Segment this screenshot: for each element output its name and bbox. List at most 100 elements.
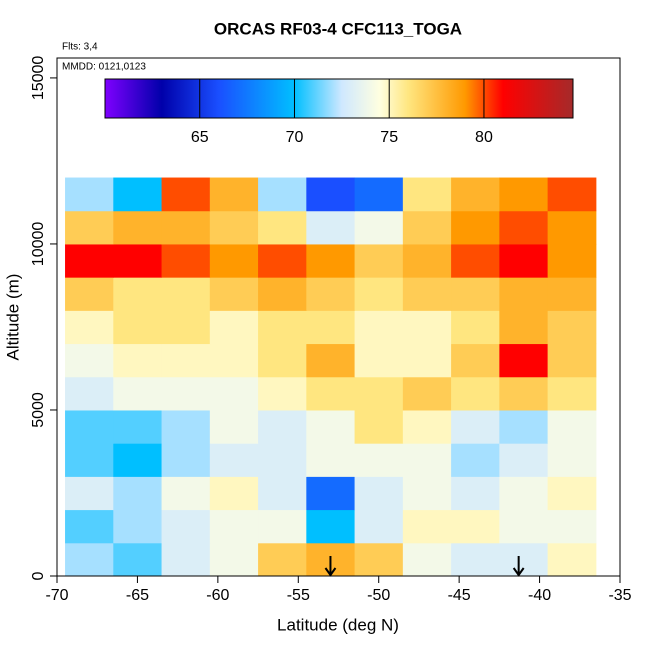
heatmap-cell	[402, 542, 452, 577]
heatmap-cell	[258, 476, 307, 511]
heatmap-cell	[258, 343, 307, 378]
heatmap-cell	[306, 343, 356, 378]
heatmap-cell	[65, 542, 114, 577]
heatmap-cell	[547, 376, 597, 411]
heatmap-cell	[209, 409, 259, 444]
heatmap-cell	[451, 277, 500, 311]
colorbar-tick-label: 75	[380, 129, 398, 146]
heatmap-cell	[354, 376, 404, 411]
heatmap-cell	[354, 243, 404, 278]
heatmap-cell	[306, 277, 356, 311]
heatmap-cell	[65, 376, 114, 411]
heatmap-cell	[306, 243, 356, 278]
x-tick-label: -70	[45, 587, 68, 604]
x-tick-label: -40	[528, 587, 551, 604]
y-axis-label: Altitude (m)	[3, 274, 22, 361]
heatmap-cell	[161, 210, 211, 245]
heatmap-cell	[209, 210, 259, 245]
chart-title: ORCAS RF03-4 CFC113_TOGA	[214, 19, 462, 38]
heatmap-cell	[306, 476, 356, 511]
heatmap-cell	[499, 177, 549, 212]
heatmap-cell	[499, 409, 549, 444]
annotation: Flts: 3,4	[62, 42, 98, 53]
heatmap-cell	[499, 476, 549, 511]
heatmap-cell	[354, 277, 404, 311]
heatmap-cell	[547, 243, 597, 278]
annotation: MMDD: 0121,0123	[62, 62, 146, 73]
heatmap-cell	[113, 277, 163, 311]
heatmap-cell	[113, 310, 163, 345]
heatmap-cell	[161, 177, 211, 212]
heatmap-cell	[402, 243, 452, 278]
heatmap-cell	[499, 310, 549, 345]
x-tick-label: -35	[608, 587, 631, 604]
x-tick-label: -65	[126, 587, 149, 604]
heatmap-cell	[258, 177, 307, 212]
heatmap-cell	[451, 310, 500, 345]
heatmap-cell	[402, 343, 452, 378]
x-tick-label: -55	[287, 587, 310, 604]
heatmap-cell	[547, 210, 597, 245]
heatmap-cell	[402, 476, 452, 511]
heatmap-cell	[306, 177, 356, 212]
heatmap-cell	[209, 277, 259, 311]
heatmap-cell	[258, 277, 307, 311]
y-tick-label: 0	[30, 571, 47, 580]
heatmap-cell	[113, 409, 163, 444]
heatmap-cell	[499, 243, 549, 278]
heatmap-cell	[354, 443, 404, 477]
heatmap-cell	[354, 476, 404, 511]
heatmap-cell	[113, 476, 163, 511]
heatmap-cell	[113, 343, 163, 378]
heatmap-cell	[258, 409, 307, 444]
heatmap-cell	[209, 476, 259, 511]
colorbar-tick-label: 70	[286, 129, 304, 146]
heatmap-cell	[65, 476, 114, 511]
heatmap-cell	[499, 542, 549, 577]
heatmap-cell	[402, 443, 452, 477]
colorbar-tick-label: 65	[191, 129, 209, 146]
heatmap-cell	[402, 409, 452, 444]
arrow	[324, 556, 337, 577]
heatmap-cell	[65, 409, 114, 444]
heatmap-cell	[258, 376, 307, 411]
heatmap-cell	[113, 210, 163, 245]
x-tick-label: -60	[206, 587, 229, 604]
heatmap-cell	[65, 210, 114, 245]
heatmap-cell	[161, 310, 211, 345]
heatmap-cell	[65, 343, 114, 378]
heatmap-cell	[451, 443, 500, 477]
heatmap-cell	[306, 210, 356, 245]
heatmap-cell	[451, 409, 500, 444]
heatmap-cell	[209, 542, 259, 577]
arrow	[512, 556, 525, 577]
y-tick-label: 5000	[30, 392, 47, 428]
heatmap-cell	[499, 343, 549, 378]
heatmap-cell	[451, 376, 500, 411]
heatmap-cell	[209, 509, 259, 544]
heatmap-cell	[209, 443, 259, 477]
heatmap-cell	[354, 310, 404, 345]
y-tick-label: 10000	[30, 222, 47, 267]
heatmap-cell	[451, 210, 500, 245]
x-axis-label: Latitude (deg N)	[277, 615, 399, 634]
heatmap-cell	[306, 443, 356, 477]
heatmap-cell	[547, 443, 597, 477]
heatmap-cell	[161, 343, 211, 378]
x-tick-label: -50	[367, 587, 390, 604]
plot-frame	[56, 57, 621, 577]
heatmap-cell	[65, 177, 114, 212]
heatmap-cell	[354, 542, 404, 577]
colorbar	[104, 78, 574, 119]
heatmap-cell	[113, 443, 163, 477]
heatmap-cell	[65, 443, 114, 477]
heatmap-cell	[499, 376, 549, 411]
heatmap-cell	[113, 509, 163, 544]
heatmap-cell	[451, 509, 500, 544]
heatmap-cell	[451, 177, 500, 212]
heatmap-cell	[499, 277, 549, 311]
heatmap-cell	[547, 476, 597, 511]
heatmap-cell	[402, 210, 452, 245]
heatmap-cell	[258, 542, 307, 577]
